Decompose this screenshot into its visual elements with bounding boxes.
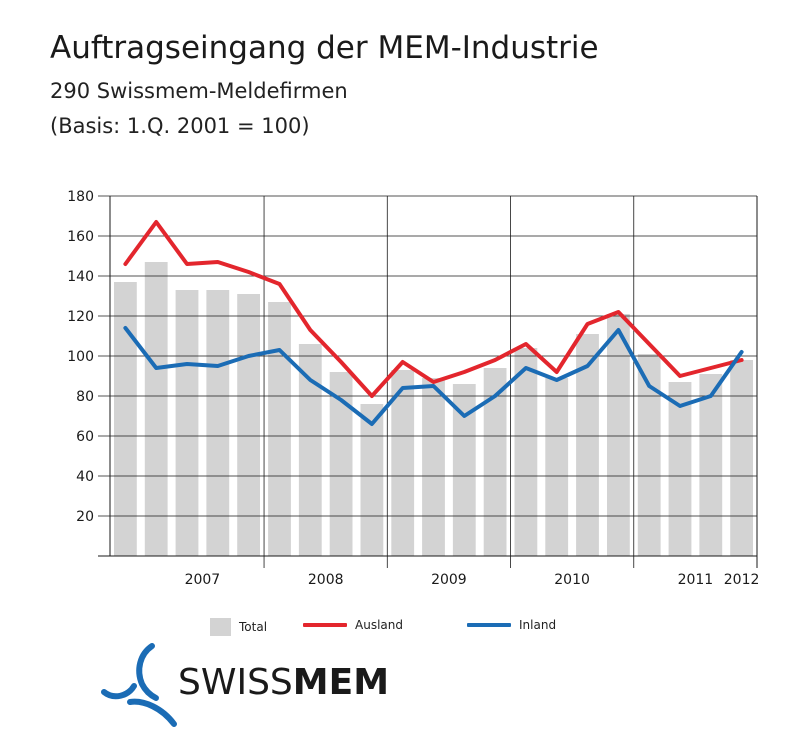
line-inland: [123, 326, 744, 426]
y-tick-label-4: 100: [67, 349, 94, 365]
logo-text-mem: MEM: [292, 662, 390, 703]
bar-total-14: [545, 378, 569, 556]
logo-text-swiss: SWISS: [178, 662, 293, 703]
bar-total-1: [144, 262, 168, 556]
legend-swatch-inland: [467, 623, 511, 627]
x-year-label-2007: 2007: [185, 572, 221, 588]
chart-title: Auftragseingang der MEM-Industrie: [50, 30, 599, 66]
y-tick-label-6: 140: [67, 269, 94, 285]
bar-total-4: [237, 294, 260, 556]
x-year-label-2012: 2012: [724, 572, 760, 588]
bar-total-11: [452, 384, 476, 556]
bar-total-9: [391, 370, 415, 556]
bar-total-6: [298, 344, 322, 556]
bar-total-12: [483, 368, 507, 556]
bar-total-10: [422, 378, 445, 556]
bar-total-2: [175, 290, 199, 556]
x-year-label-2008: 2008: [308, 572, 344, 588]
legend-item-inland: Inland: [467, 618, 556, 632]
bar-total-15: [576, 334, 599, 556]
bar-total-18: [668, 382, 692, 556]
order-intake-chart: 20 40 60 80 100 120 140 160 180 2007 2008 2009 2010 2…: [67, 189, 760, 588]
y-tick-label-5: 120: [67, 309, 94, 325]
bar-total-13: [514, 348, 538, 556]
legend-swatch-total: [210, 618, 231, 636]
bar-total-5: [268, 302, 291, 556]
y-tick-label-0: 20: [76, 509, 94, 525]
bar-total-0: [114, 282, 137, 556]
legend-label-ausland: Ausland: [355, 618, 403, 632]
swissmem-logo-text: SWISSMEM: [178, 662, 389, 703]
line-ausland: [123, 220, 744, 398]
x-year-label-2011: 2011: [678, 572, 714, 588]
y-tick-label-7: 160: [67, 229, 94, 245]
y-tick-label-3: 80: [76, 389, 94, 405]
x-year-label-2009: 2009: [431, 572, 467, 588]
x-year-label-2010: 2010: [554, 572, 590, 588]
y-tick-label-1: 40: [76, 469, 94, 485]
legend-swatch-ausland: [303, 623, 347, 627]
swissmem-logo-mark-icon: [101, 643, 177, 727]
legend-label-inland: Inland: [519, 618, 557, 632]
chart-basis-note: (Basis: 1.Q. 2001 = 100): [50, 114, 310, 138]
bar-total-8: [360, 404, 384, 556]
y-tick-label-8: 180: [67, 189, 94, 205]
bar-total-20: [730, 360, 753, 556]
swissmem-logo: SWISSMEM: [100, 640, 400, 730]
bar-total-3: [206, 290, 230, 556]
bar-total-19: [699, 374, 723, 556]
legend-item-ausland: Ausland: [303, 618, 403, 632]
bar-total-16: [607, 314, 630, 556]
legend-item-total: Total: [210, 618, 267, 636]
chart-subtitle: 290 Swissmem-Meldefirmen: [50, 79, 348, 103]
bar-total-17: [637, 354, 661, 556]
bar-total-7: [329, 372, 353, 556]
y-tick-label-2: 60: [76, 429, 94, 445]
legend-label-total: Total: [239, 620, 268, 634]
